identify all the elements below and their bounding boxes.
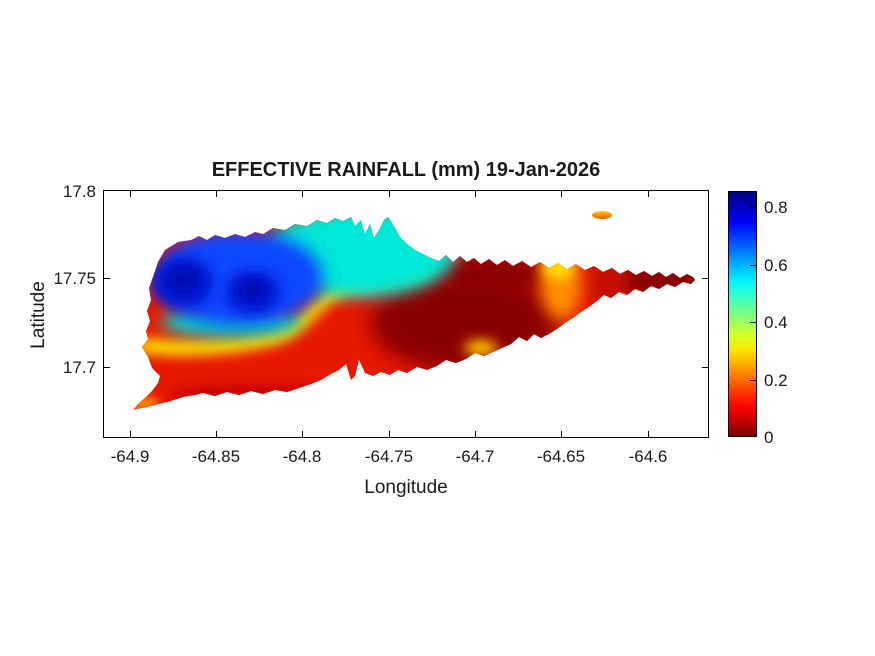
x-tick-label: -64.9 [110, 447, 150, 466]
y-tick-label: 17.8 [62, 182, 96, 201]
y-tick-label: 17.7 [62, 358, 96, 377]
colorbar-tick-label: 0.2 [764, 371, 788, 390]
x-axis-label: Longitude [364, 477, 448, 498]
rainfall-map-plot [103, 190, 709, 438]
colorbar-tick-label: 0.8 [764, 198, 788, 217]
colorbar [728, 191, 757, 437]
y-axis-label: Latitude [28, 281, 49, 349]
colorbar-tick-mark [750, 207, 756, 208]
x-tick-label: -64.7 [455, 447, 495, 466]
colorbar-tick-label: 0.4 [764, 313, 788, 332]
islet-contour-fill [592, 211, 612, 219]
x-tick-label: -64.75 [364, 447, 414, 466]
x-tick-label: -64.85 [191, 447, 241, 466]
y-tick-label: 17.75 [53, 269, 96, 288]
colorbar-tick-label: 0 [764, 428, 774, 447]
x-tick-label: -64.65 [536, 447, 586, 466]
x-tick-label: -64.8 [282, 447, 322, 466]
chart-title: EFFECTIVE RAINFALL (mm) 19-Jan-2026 [211, 159, 601, 181]
colorbar-tick-mark [750, 265, 756, 266]
plot-box-border [103, 190, 709, 438]
colorbar-tick-mark [750, 322, 756, 323]
x-tick-label: -64.6 [628, 447, 668, 466]
island-contour-fill [133, 217, 695, 410]
axis-tick-marks [104, 191, 708, 437]
colorbar-tick-mark [750, 380, 756, 381]
colorbar-tick-label: 0.6 [764, 256, 788, 275]
